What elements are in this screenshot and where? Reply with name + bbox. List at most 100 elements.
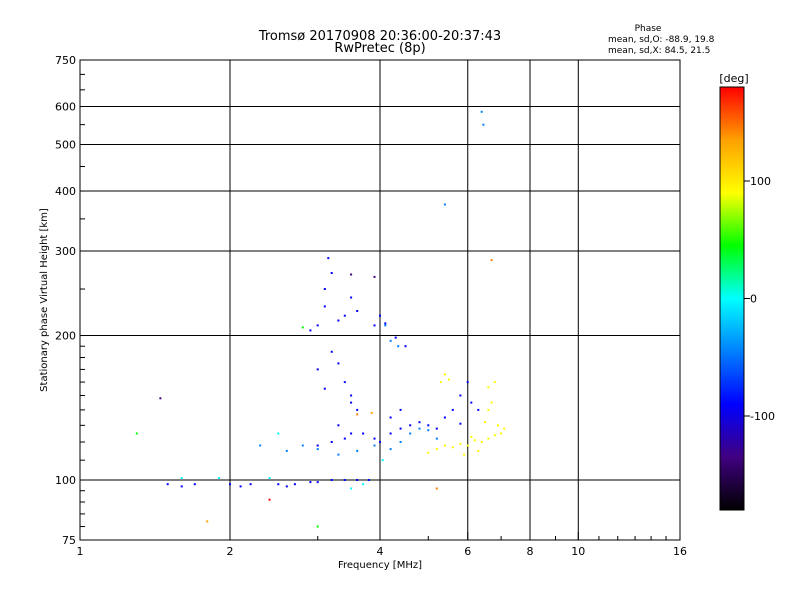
data-point <box>484 421 487 424</box>
data-point <box>389 339 392 342</box>
data-point <box>451 408 454 411</box>
phase-stats-x: mean, sd,X: 84.5, 21.5 <box>608 46 710 56</box>
data-point <box>381 459 384 462</box>
data-point <box>399 441 402 443</box>
data-point <box>443 444 446 447</box>
y-tick-label: 500 <box>55 139 76 152</box>
data-point <box>435 427 438 430</box>
data-point <box>316 481 319 484</box>
grid <box>80 60 680 540</box>
data-point <box>316 444 319 447</box>
data-point <box>490 401 493 404</box>
data-point <box>277 483 280 486</box>
data-point <box>451 446 454 449</box>
data-point <box>337 362 340 365</box>
colorbar <box>719 86 745 511</box>
colorbar-tick-label: 100 <box>750 175 771 188</box>
data-point <box>503 427 506 430</box>
x-tick-label: 6 <box>464 545 471 558</box>
x-axis-label: Frequency [MHz] <box>338 560 422 571</box>
data-point <box>249 483 252 486</box>
y-tick-label: 300 <box>55 245 76 258</box>
x-tick-label: 8 <box>527 545 534 558</box>
data-point <box>343 479 346 481</box>
data-point <box>487 386 490 389</box>
data-point <box>323 387 326 390</box>
data-point <box>443 373 446 376</box>
x-tick-label: 2 <box>227 545 234 558</box>
data-point <box>309 481 312 484</box>
data-point <box>229 483 231 486</box>
data-point <box>301 444 304 447</box>
data-point <box>443 203 446 206</box>
phase-stats-o: mean, sd,O: -88.9, 19.8 <box>608 35 715 45</box>
data-point <box>343 437 346 440</box>
colorbar-tick-label: 0 <box>750 293 757 306</box>
data-point <box>435 437 438 440</box>
data-point <box>427 451 430 454</box>
data-point <box>356 413 359 416</box>
data-point <box>356 310 359 312</box>
y-axis-label: Stationary phase Virtual Height [km] <box>39 208 50 392</box>
data-point <box>439 381 442 384</box>
data-point <box>350 273 353 276</box>
data-point <box>497 424 499 427</box>
data-point <box>309 329 312 332</box>
data-point <box>159 397 162 400</box>
x-tick-label: 4 <box>377 545 384 558</box>
data-point <box>418 427 421 430</box>
data-point <box>427 424 430 427</box>
data-point <box>350 401 353 404</box>
data-point <box>362 432 365 435</box>
data-point <box>459 442 462 445</box>
x-tick-label: 16 <box>673 545 687 558</box>
data-point <box>356 408 359 411</box>
data-point <box>389 448 392 451</box>
data-point <box>337 319 340 322</box>
data-points <box>135 110 506 528</box>
data-point <box>409 432 412 435</box>
data-point <box>473 439 476 442</box>
y-tick-label: 750 <box>55 54 76 67</box>
data-point <box>327 257 330 260</box>
x-tick-label: 10 <box>571 545 585 558</box>
data-point <box>487 437 490 440</box>
data-point <box>356 449 359 452</box>
data-point <box>362 483 365 486</box>
data-point <box>409 424 412 427</box>
data-point <box>301 326 304 329</box>
data-point <box>404 345 407 348</box>
data-point <box>316 368 319 371</box>
data-point <box>330 479 333 481</box>
y-tick-label: 100 <box>55 474 76 487</box>
data-point <box>330 272 333 274</box>
data-point <box>463 453 466 456</box>
data-point <box>443 416 446 419</box>
data-point <box>337 424 340 427</box>
x-tick-label: 1 <box>77 545 84 558</box>
data-point <box>394 336 397 339</box>
data-point <box>316 448 319 451</box>
data-point <box>323 288 326 290</box>
data-point <box>356 479 359 481</box>
data-point <box>193 483 196 486</box>
data-point <box>459 394 462 397</box>
data-point <box>180 485 183 488</box>
data-point <box>500 432 503 435</box>
data-point <box>343 314 346 317</box>
data-point <box>435 448 438 451</box>
y-tick-label: 600 <box>55 101 76 114</box>
data-point <box>350 394 353 397</box>
data-point <box>384 324 387 327</box>
data-point <box>384 322 387 325</box>
data-point <box>418 421 421 424</box>
colorbar-label: [deg] <box>719 72 748 85</box>
data-point <box>397 345 400 348</box>
data-point <box>435 487 438 490</box>
chart-subtitle: RwPretec (8p) <box>334 41 425 56</box>
data-point <box>399 427 402 430</box>
data-point <box>477 449 480 452</box>
data-point <box>447 378 450 381</box>
data-point <box>379 314 381 317</box>
